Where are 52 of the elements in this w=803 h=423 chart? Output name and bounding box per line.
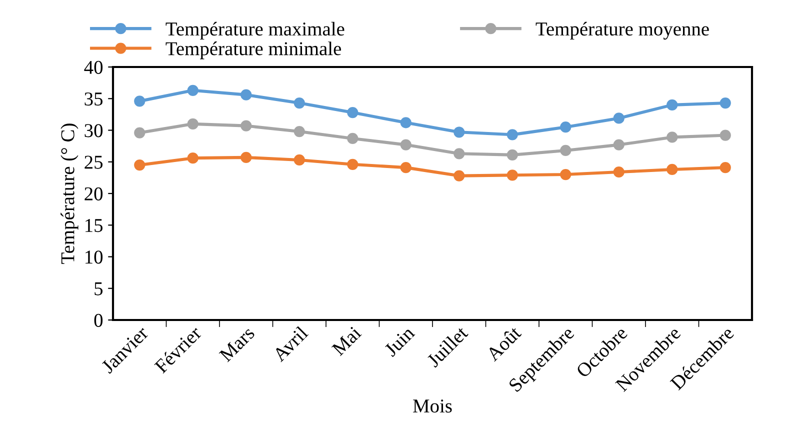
point: [347, 158, 358, 170]
point: [454, 148, 465, 160]
point: [240, 89, 252, 100]
point: [613, 166, 624, 178]
point: [613, 112, 624, 124]
point: [720, 162, 731, 174]
x-axis-title: Mois: [413, 400, 452, 413]
point: [294, 154, 305, 166]
legend-label: Température moyenne: [536, 22, 709, 40]
point: [720, 97, 731, 109]
point: [506, 149, 518, 160]
point: [347, 132, 358, 144]
point: [454, 126, 465, 138]
point: [347, 106, 358, 118]
point: [187, 152, 198, 164]
y-tick-label: 10: [86, 250, 103, 264]
y-axis-title: Température (° C): [60, 124, 78, 264]
y-tick-label: 25: [84, 156, 103, 169]
legend-label: Température maximale: [166, 22, 344, 40]
point: [720, 130, 731, 141]
point: [240, 152, 252, 164]
y-tick-label: 20: [84, 187, 103, 200]
point: [134, 127, 146, 138]
point: [666, 132, 678, 143]
x-tick-label: Juin: [384, 326, 416, 358]
point: [134, 159, 146, 171]
point: [560, 168, 572, 180]
point: [506, 129, 518, 140]
y-tick-label: 30: [84, 124, 103, 138]
point: [560, 144, 572, 156]
point: [294, 126, 305, 138]
y-tick-label: 15: [86, 219, 103, 232]
point: [666, 99, 678, 111]
point: [400, 117, 412, 128]
point: [400, 162, 412, 174]
x-tick-label: Mai: [331, 326, 362, 356]
point: [454, 170, 465, 182]
point: [294, 97, 305, 109]
point: [400, 139, 412, 150]
y-tick-label: 40: [84, 60, 103, 74]
point: [240, 120, 252, 132]
y-tick-label: 35: [84, 92, 103, 106]
point: [560, 122, 572, 133]
legend-label: Température minimale: [166, 42, 342, 60]
point: [666, 164, 678, 176]
y-tick-label: 0: [94, 314, 103, 327]
y-tick-label: 5: [94, 282, 103, 296]
point: [187, 84, 198, 96]
point: [187, 118, 198, 130]
point: [613, 139, 624, 150]
point: [134, 96, 146, 107]
point: [506, 170, 518, 181]
